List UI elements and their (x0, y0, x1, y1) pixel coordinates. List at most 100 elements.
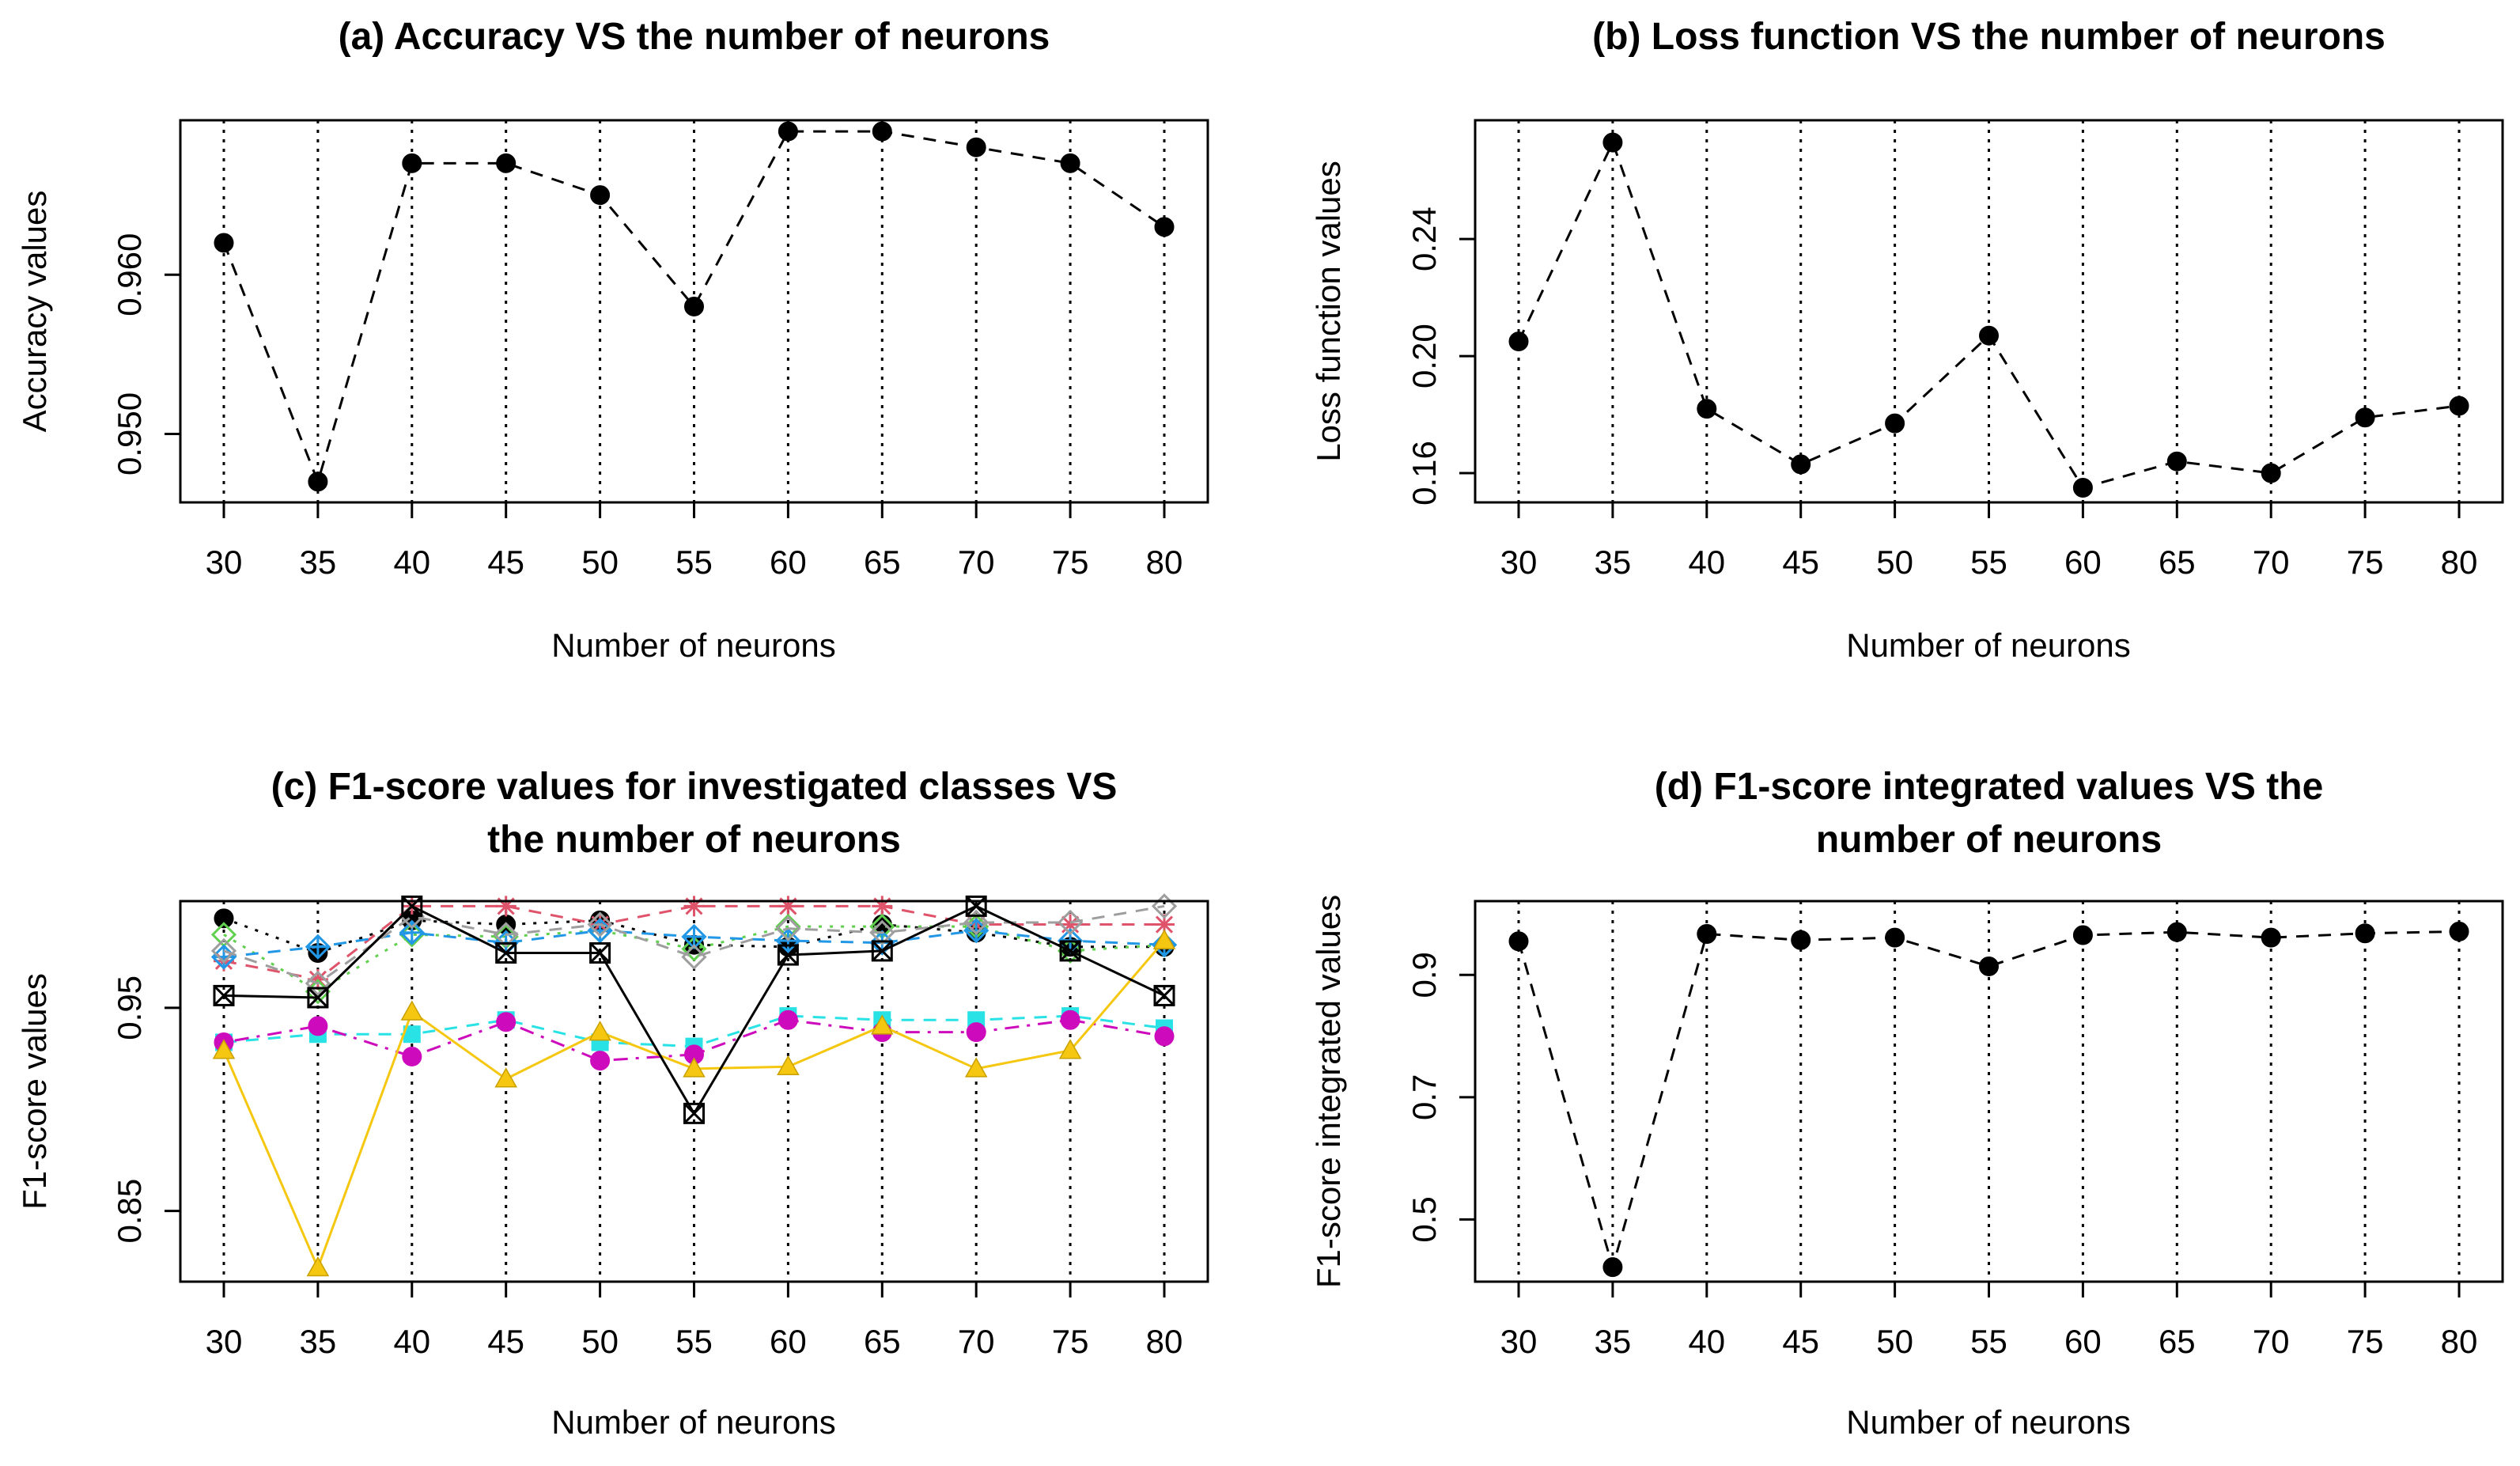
panel-c-series-6-point (777, 1055, 800, 1076)
panel-c-x-tick-label: 80 (1146, 1323, 1183, 1360)
panel-b-x-tick-label: 80 (2441, 544, 2478, 581)
panel-c-f1-classes: (c) F1-score values for investigated cla… (16, 766, 1209, 1441)
panel-d-y-tick-label: 0.9 (1406, 952, 1443, 998)
panel-c-series-4-point (403, 1025, 421, 1044)
panel-b-x-tick-label: 45 (1782, 544, 1819, 581)
panel-b-series-0-point (1697, 399, 1717, 419)
panel-c-series-8-point (495, 941, 517, 964)
panel-c-series-6-point (212, 1039, 236, 1059)
panel-a-x-tick-label: 50 (581, 544, 619, 581)
panel-c-series-6-point (400, 1000, 424, 1021)
panel-c-series-6-point (871, 1014, 894, 1035)
panel-d-series-0-point (1602, 1257, 1623, 1278)
panel-c-y-tick-label: 0.85 (111, 1179, 148, 1244)
panel-d-series-0-point (2449, 921, 2469, 941)
panel-d-x-tick-label: 80 (2441, 1323, 2478, 1360)
panel-c-series-6-point (1152, 929, 1176, 949)
panel-c-series-5-point (1154, 1026, 1175, 1047)
panel-d-series-0-point (1979, 956, 1999, 976)
panel-a-series-0-point (1154, 217, 1175, 237)
panel-c-series-7-point (587, 911, 613, 938)
panel-d-f1-integrated: (d) F1-score integrated values VS the num… (1310, 766, 2504, 1441)
panel-a-x-axis-label: Number of neurons (551, 627, 836, 664)
panel-d-x-tick-label: 30 (1500, 1323, 1538, 1360)
panel-c-x-tick-label: 60 (770, 1323, 807, 1360)
panel-d-series-0-point (1885, 927, 1905, 948)
panel-d-x-tick-label: 60 (2064, 1323, 2102, 1360)
panel-b-x-tick-label: 75 (2347, 544, 2384, 581)
panel-a-x-tick-label: 75 (1052, 544, 1089, 581)
panel-b-series-0-point (2166, 451, 2187, 472)
panel-d-series-0-point (2261, 927, 2281, 948)
panel-c-series-5-point (778, 1010, 798, 1030)
panel-c-series-6-point (683, 1057, 706, 1078)
panel-b-x-tick-label: 65 (2159, 544, 2196, 581)
panel-a-series-0-point (684, 296, 704, 316)
panel-c-series-8-point (1059, 940, 1081, 962)
panel-b-series-0-point (1885, 413, 1905, 434)
panel-d-series-0-point (2355, 923, 2375, 944)
panel-a-series-0-point (308, 472, 328, 492)
panel-c-x-tick-label: 30 (206, 1323, 243, 1360)
panel-d-title-line: number of neurons (1816, 819, 2162, 861)
panel-b-x-tick-label: 50 (1876, 544, 1913, 581)
panel-d-x-axis-label: Number of neurons (1846, 1403, 2131, 1441)
panel-c-series-7-point (963, 909, 989, 936)
panel-a-x-tick-label: 30 (206, 544, 243, 581)
panel-c-series-2-line (223, 925, 1165, 994)
panel-b-x-tick-label: 55 (1970, 544, 2007, 581)
panel-d-series-0-line (1517, 930, 2460, 1272)
panel-b-y-tick-label: 0.24 (1406, 206, 1443, 271)
panel-b-series-0-point (2072, 478, 2093, 498)
panel-b-x-tick-label: 60 (2064, 544, 2102, 581)
panel-d-x-tick-label: 55 (1970, 1323, 2007, 1360)
panel-c-series-5-point (966, 1022, 986, 1043)
panel-c-series-8-point (965, 895, 987, 917)
panel-c-series-8-point (777, 944, 799, 966)
panel-b-title-line: (b) Loss function VS the number of neuro… (1592, 16, 2386, 58)
panel-c-series-1-point (872, 896, 893, 917)
panel-c-x-tick-label: 35 (300, 1323, 337, 1360)
panel-c-series-1-point (1154, 914, 1175, 935)
panel-b-x-tick-label: 30 (1500, 544, 1538, 581)
panel-c-series-5-point (308, 1016, 328, 1036)
panel-c-series-7-point (681, 944, 707, 970)
panel-b-x-tick-label: 70 (2253, 544, 2290, 581)
panel-d-x-tick-label: 40 (1688, 1323, 1725, 1360)
panel-a-series-0-point (496, 153, 516, 173)
panel-a-x-tick-label: 70 (958, 544, 995, 581)
panel-d-x-tick-label: 35 (1595, 1323, 1632, 1360)
panel-a-y-axis-label: Accuracy values (16, 191, 53, 433)
panel-b-series-0-point (1508, 331, 1529, 352)
panel-b-loss: (b) Loss function VS the number of neuro… (1310, 16, 2504, 664)
panel-b-y-tick-label: 0.20 (1406, 324, 1443, 388)
panel-c-series-8-point (683, 1102, 705, 1124)
panel-c-x-tick-label: 65 (864, 1323, 901, 1360)
panel-a-series-0-point (402, 153, 422, 173)
panel-c-x-tick-label: 50 (581, 1323, 619, 1360)
panel-c-series-7-point (493, 922, 519, 948)
panel-c-series-5-point (402, 1046, 422, 1066)
panel-b-x-axis-label: Number of neurons (1846, 627, 2131, 664)
panel-b-x-tick-label: 40 (1688, 544, 1725, 581)
panel-a-x-tick-label: 80 (1146, 544, 1183, 581)
panel-c-series-7-point (869, 919, 895, 945)
panel-c-series-8-point (1153, 984, 1175, 1006)
panel-d-x-tick-label: 75 (2347, 1323, 2384, 1360)
panel-c-series-1-point (778, 896, 799, 917)
panel-c-series-0-point (214, 908, 234, 929)
panel-c-series-2-point (681, 936, 707, 962)
panel-c-series-6-point (306, 1256, 330, 1277)
panel-a-series-0-point (966, 137, 986, 157)
panel-d-x-tick-label: 70 (2253, 1323, 2290, 1360)
panel-c-series-7-line (223, 904, 1165, 985)
panel-c-x-axis-label: Number of neurons (551, 1403, 836, 1441)
panel-a-x-tick-label: 45 (487, 544, 524, 581)
panel-c-title-line: the number of neurons (487, 819, 901, 861)
panel-d-x-tick-label: 65 (2159, 1323, 2196, 1360)
panel-a-x-tick-label: 55 (675, 544, 713, 581)
panel-c-series-8-point (401, 895, 423, 917)
panel-b-y-tick-label: 0.16 (1406, 441, 1443, 506)
panel-c-series-7-point (1151, 893, 1178, 919)
